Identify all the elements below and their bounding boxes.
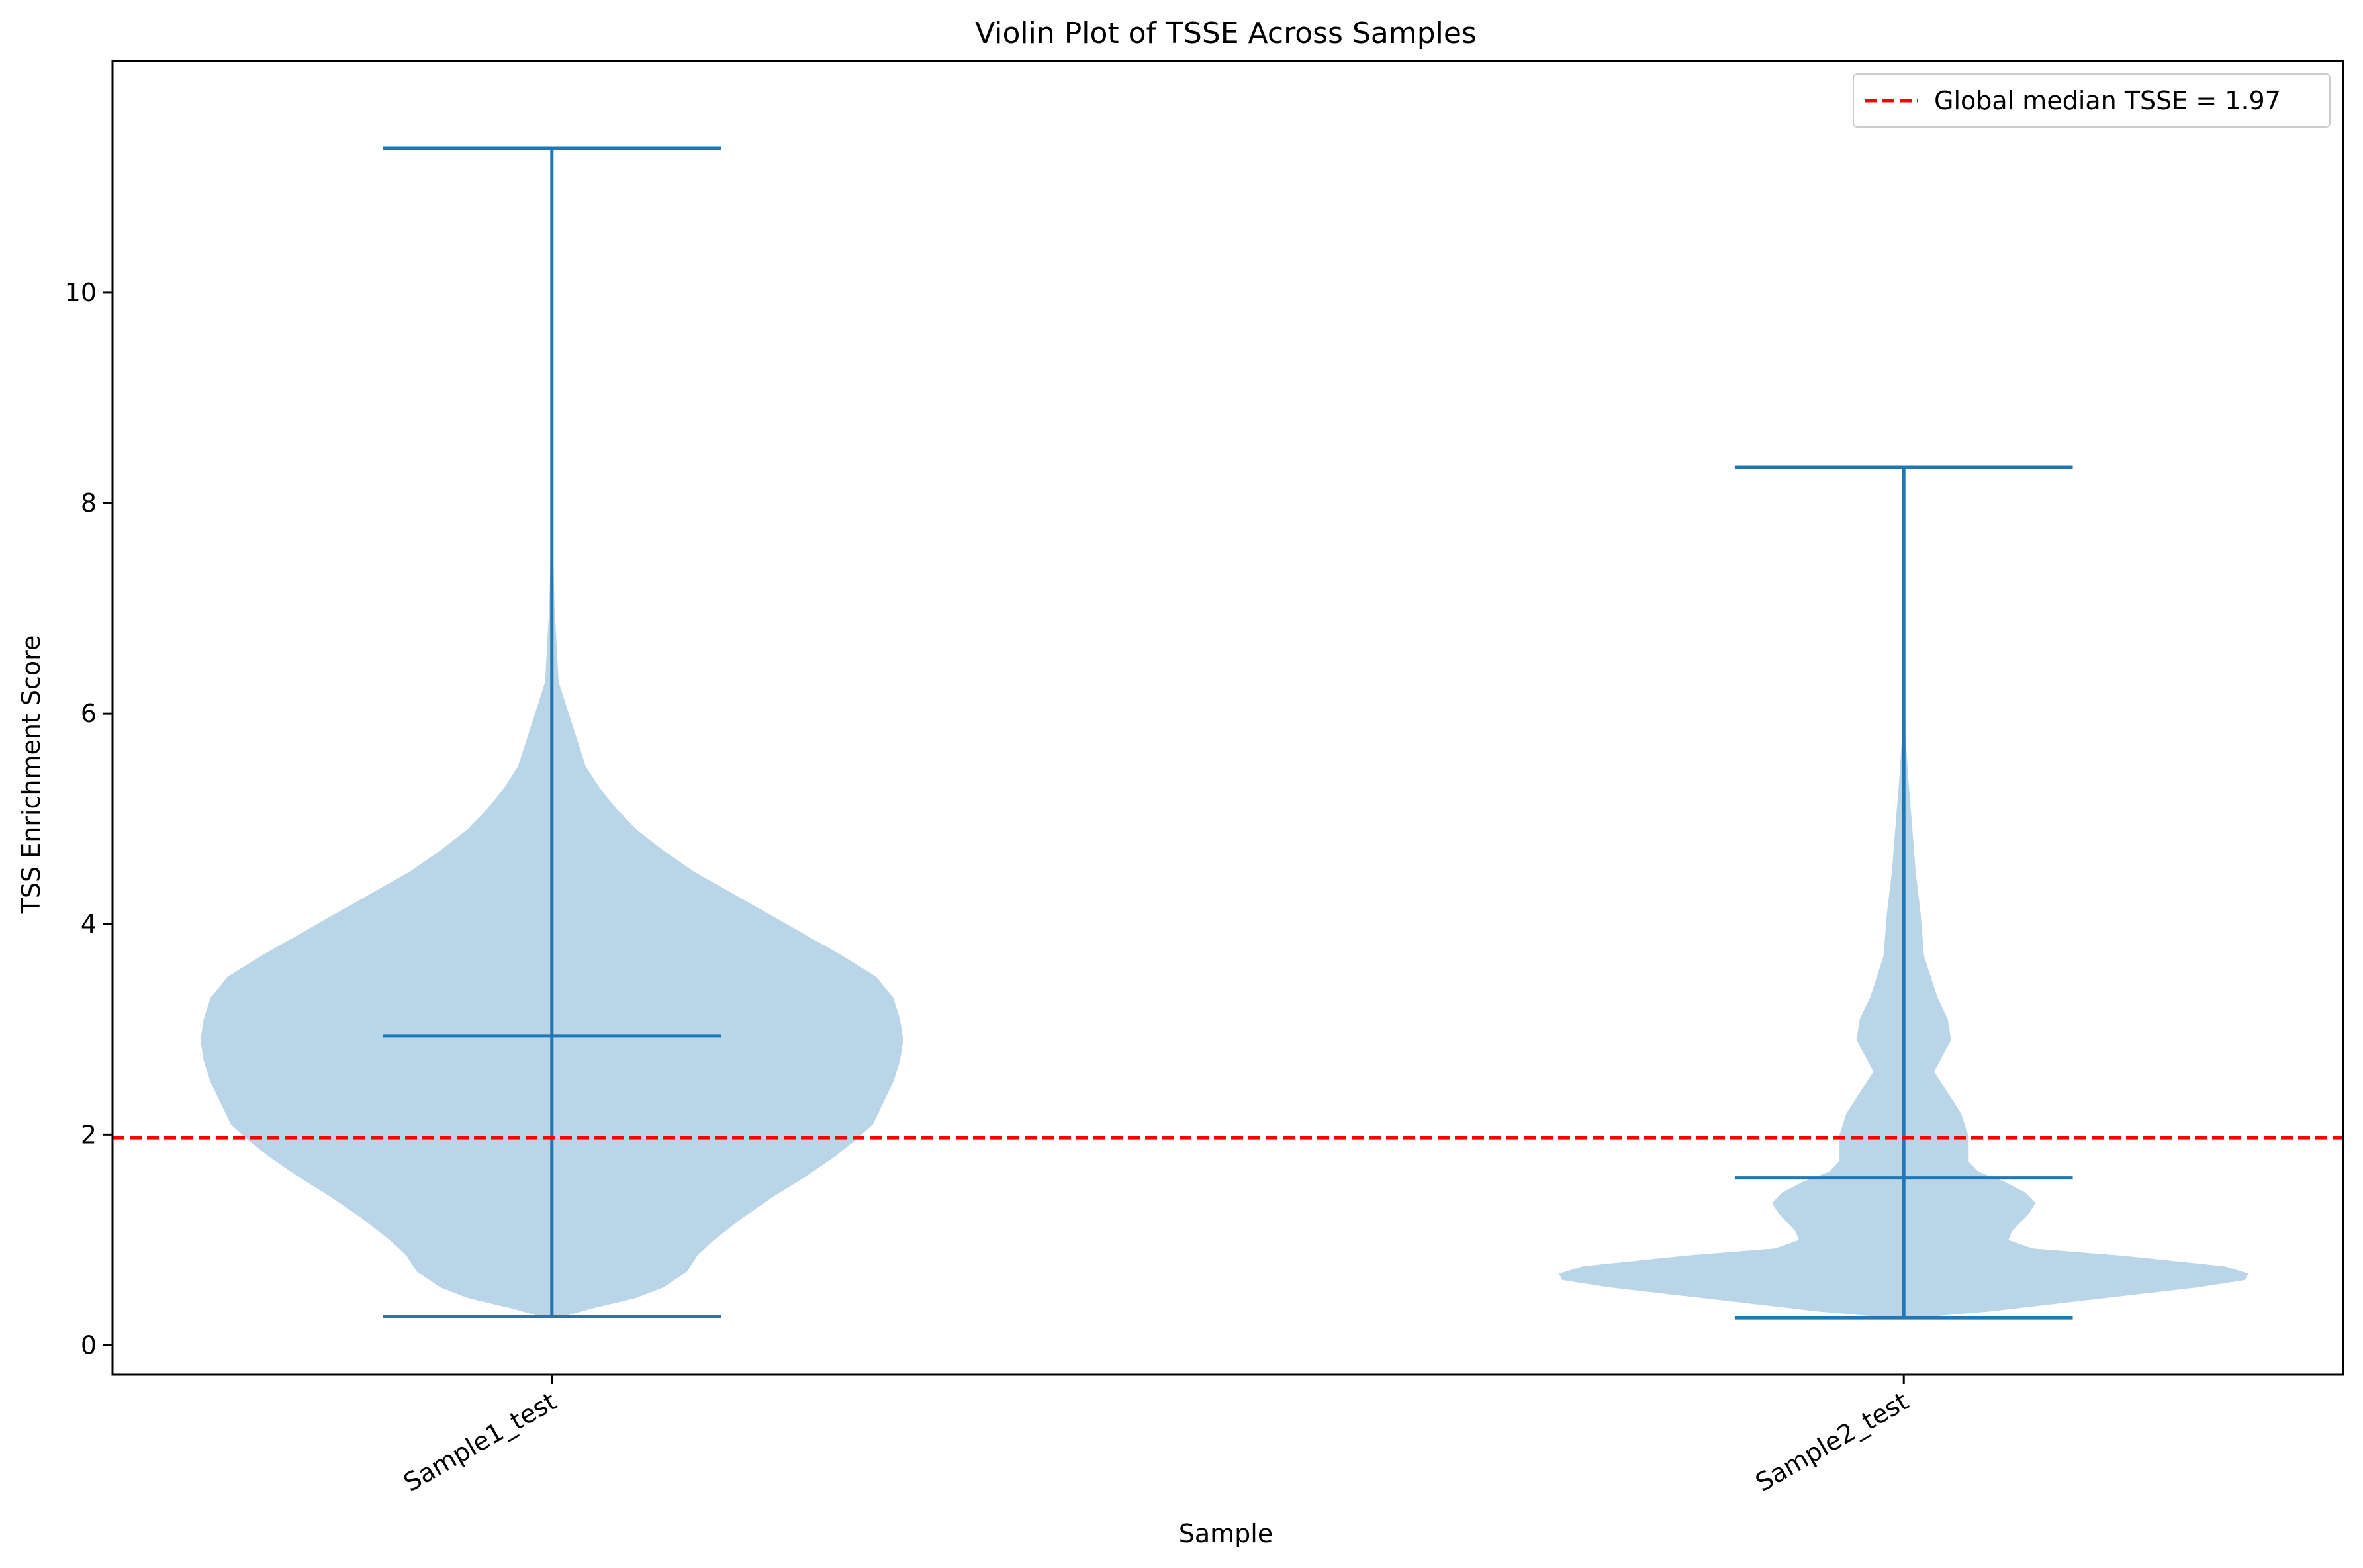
plot-area	[113, 146, 2343, 1320]
y-axis-label: TSS Enrichment Score	[17, 635, 46, 915]
y-tick-label: 4	[81, 909, 97, 939]
chart-title: Violin Plot of TSSE Across Samples	[975, 17, 1477, 50]
y-tick-label: 10	[65, 278, 97, 307]
y-tick-label: 2	[81, 1120, 97, 1149]
x-axis-label: Sample	[1179, 1519, 1273, 1548]
legend: Global median TSSE = 1.97	[1853, 73, 2331, 128]
y-tick-label: 0	[81, 1330, 97, 1360]
y-tick-label: 8	[81, 488, 97, 518]
axes-frame	[111, 60, 2344, 1376]
y-tick-label: 6	[81, 699, 97, 728]
legend-label: Global median TSSE = 1.97	[1934, 86, 2281, 115]
legend-box	[1853, 73, 2331, 128]
